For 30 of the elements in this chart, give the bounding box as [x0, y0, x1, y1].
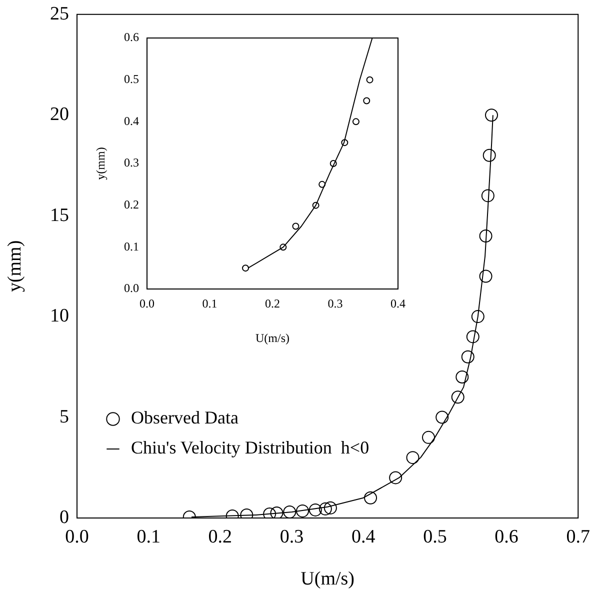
y-tick-label: 0.3 [124, 156, 139, 170]
y-tick-label: 20 [50, 104, 69, 126]
x-tick-label: 0.7 [566, 526, 590, 548]
y-tick-label: 10 [50, 306, 69, 327]
x-tick-label: 0.3 [280, 526, 304, 548]
y-tick-label: 15 [50, 204, 69, 226]
y-tick-label: 0.1 [124, 239, 139, 254]
y-axis-title: y(mm) [4, 240, 26, 292]
y-tick-label: 0.2 [124, 197, 139, 212]
legend-label: Chiu's Velocity Distribution h<0 [131, 438, 370, 458]
y-tick-label: 25 [50, 3, 69, 24]
x-axis-title: U(m/s) [300, 568, 354, 590]
y-tick-label: 0.6 [124, 30, 139, 44]
legend-label: Observed Data [131, 408, 238, 428]
x-tick-label: 0.2 [265, 296, 280, 310]
x-tick-label: 0.5 [423, 526, 447, 548]
x-tick-label: 0.6 [494, 526, 518, 548]
y-tick-label: 0.5 [124, 72, 139, 86]
x-tick-label: 0.1 [202, 296, 218, 310]
x-tick-label: 0.4 [351, 526, 376, 548]
x-tick-label: 0.4 [390, 296, 406, 310]
x-tick-label: 0.2 [208, 526, 232, 548]
y-tick-label: 0 [60, 506, 69, 528]
y-tick-label: 5 [60, 406, 69, 428]
x-axis-title: U(m/s) [256, 330, 290, 345]
y-tick-label: 0.0 [124, 281, 139, 296]
y-tick-label: 0.4 [124, 114, 139, 128]
x-tick-label: 0.0 [140, 296, 154, 310]
y-axis-title: y(mm) [93, 147, 108, 180]
x-tick-label: 0.3 [328, 296, 343, 310]
